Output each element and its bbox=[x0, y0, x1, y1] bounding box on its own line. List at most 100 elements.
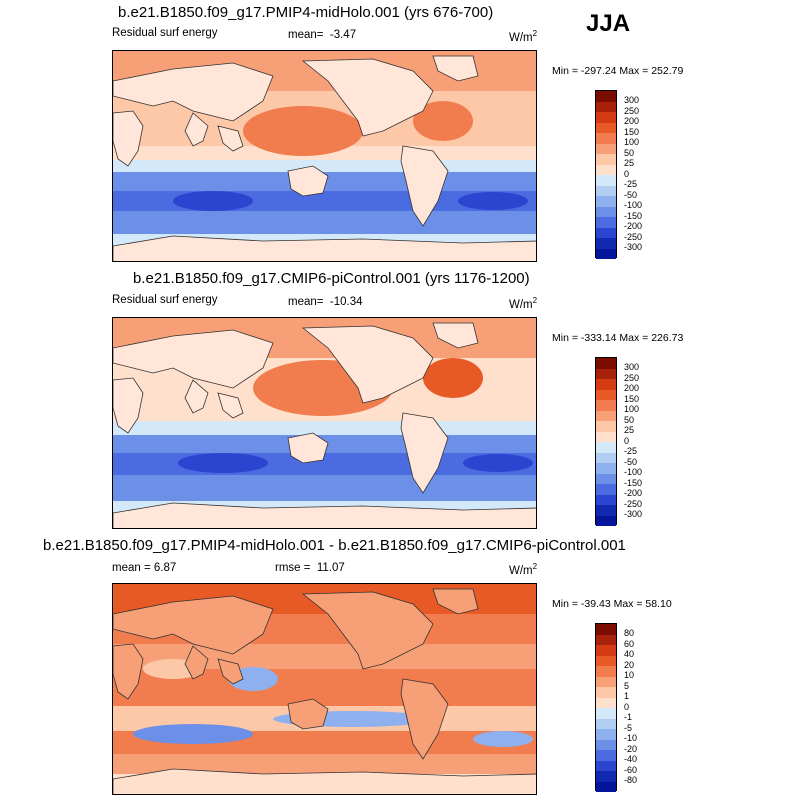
south-tropics-band bbox=[113, 160, 536, 172]
colorbar-box bbox=[596, 729, 616, 740]
colorbar-box bbox=[596, 781, 616, 792]
panel1-units: W/m2 bbox=[509, 29, 538, 44]
panel1-variable-label: Residual surf energy bbox=[112, 27, 218, 39]
colorbar-tick-label: -5 bbox=[624, 722, 633, 733]
panel3-units: W/m2 bbox=[509, 562, 538, 577]
colorbar-tick-label: 20 bbox=[624, 659, 635, 670]
north-pacific-patch bbox=[243, 106, 363, 156]
colorbar-box bbox=[596, 494, 616, 505]
colorbar-box bbox=[596, 463, 616, 474]
panel1-mean-label: mean= -3.47 bbox=[288, 29, 357, 41]
panel2-title: b.e21.B1850.f09_g17.CMIP6-piControl.001 … bbox=[133, 270, 530, 287]
colorbar-box bbox=[596, 122, 616, 133]
colorbar-box bbox=[596, 442, 616, 453]
panel2-minmax: Min = -333.14 Max = 226.73 bbox=[552, 332, 684, 344]
colorbar-box bbox=[596, 645, 616, 656]
colorbar-tick-label: 25 bbox=[624, 425, 635, 435]
colorbar-tick-label: 80 bbox=[624, 628, 635, 638]
colorbar-tick-label: -150 bbox=[624, 477, 643, 488]
panel2-map-svg bbox=[113, 318, 536, 528]
colorbar-tick-label: 200 bbox=[624, 383, 640, 393]
panel3-rmse-label: rmse = 11.07 bbox=[275, 562, 345, 574]
colorbar-tick-label: 300 bbox=[624, 95, 640, 105]
colorbar-box bbox=[596, 206, 616, 217]
colorbar-box bbox=[596, 410, 616, 421]
colorbar-box bbox=[596, 431, 616, 442]
colorbar-box bbox=[596, 666, 616, 677]
panel1-mean-value: -3.47 bbox=[329, 29, 357, 41]
colorbar-box bbox=[596, 484, 616, 495]
colorbar-box bbox=[596, 421, 616, 432]
continents bbox=[113, 322, 536, 528]
colorbar-tick-label: 150 bbox=[624, 126, 640, 137]
colorbar-tick-label: 1 bbox=[624, 691, 630, 701]
colorbar-box bbox=[596, 718, 616, 729]
panel1-minmax: Min = -297.24 Max = 252.79 bbox=[552, 65, 684, 77]
colorbar-tick-label: -25 bbox=[624, 179, 638, 189]
colorbar-tick-label: 25 bbox=[624, 158, 635, 168]
colorbar-box bbox=[596, 185, 616, 196]
colorbar-tick-label: 250 bbox=[624, 372, 640, 383]
colorbar-box bbox=[596, 400, 616, 411]
colorbar-tick-label: -100 bbox=[624, 200, 643, 210]
colorbar-box bbox=[596, 697, 616, 708]
colorbar-box bbox=[596, 771, 616, 782]
colorbar-tick-label: 50 bbox=[624, 414, 635, 425]
colorbar-box bbox=[596, 379, 616, 390]
south-tropics-band bbox=[113, 421, 536, 435]
colorbar-tick-label: -50 bbox=[624, 189, 638, 200]
colorbar-box bbox=[596, 248, 616, 259]
colorbar-tick-label: 100 bbox=[624, 404, 640, 414]
colorbar-box bbox=[596, 655, 616, 666]
panel2-mean-value: -10.34 bbox=[329, 296, 363, 308]
colorbar-box bbox=[596, 227, 616, 238]
panel2-mean-label: mean= -10.34 bbox=[288, 296, 363, 308]
colorbar-tick-label: 10 bbox=[624, 670, 635, 680]
colorbar-tick-label: 150 bbox=[624, 393, 640, 404]
colorbar-tick-label: -250 bbox=[624, 231, 643, 242]
colorbar-tick-label: 40 bbox=[624, 649, 635, 659]
colorbar-box bbox=[596, 112, 616, 123]
colorbar-box bbox=[596, 634, 616, 645]
panel3-mean-label: mean = 6.87 bbox=[112, 562, 177, 574]
colorbar-box bbox=[596, 452, 616, 463]
colorbar-tick-label: -1 bbox=[624, 712, 633, 722]
colorbar-tick-label: 300 bbox=[624, 362, 640, 372]
panel2-variable-label: Residual surf energy bbox=[112, 294, 218, 306]
colorbar-box bbox=[596, 133, 616, 144]
colorbar-tick-label: -25 bbox=[624, 446, 638, 456]
colorbar-box bbox=[596, 368, 616, 379]
colorbar-tick-label: -50 bbox=[624, 456, 638, 467]
indian-ocean-patch bbox=[173, 191, 253, 211]
panel3-map bbox=[112, 583, 537, 795]
panel2-colorbar bbox=[595, 357, 617, 526]
colorbar-box bbox=[596, 676, 616, 687]
colorbar-box bbox=[596, 708, 616, 719]
continents bbox=[113, 55, 536, 261]
panel3-title: b.e21.B1850.f09_g17.PMIP4-midHolo.001 - … bbox=[43, 537, 626, 554]
panel3-minmax: Min = -39.43 Max = 58.10 bbox=[552, 598, 672, 610]
south-atlantic-blue bbox=[473, 731, 533, 747]
colorbar-box bbox=[596, 196, 616, 207]
south-atlantic-patch bbox=[458, 192, 528, 210]
panel3-rmse-value: 11.07 bbox=[316, 562, 345, 574]
colorbar-box bbox=[596, 473, 616, 484]
season-label: JJA bbox=[586, 10, 631, 37]
panel1-map-svg bbox=[113, 51, 536, 261]
colorbar-tick-label: -150 bbox=[624, 210, 643, 221]
colorbar-tick-label: 5 bbox=[624, 680, 630, 691]
continents bbox=[113, 588, 536, 794]
colorbar-tick-label: 250 bbox=[624, 105, 640, 116]
colorbar-box bbox=[596, 760, 616, 771]
southern-indian-blue bbox=[133, 724, 253, 744]
colorbar-tick-label: -10 bbox=[624, 733, 638, 743]
panel1-title: b.e21.B1850.f09_g17.PMIP4-midHolo.001 (y… bbox=[118, 4, 494, 21]
colorbar-tick-label: -200 bbox=[624, 221, 643, 231]
colorbar-box bbox=[596, 91, 616, 102]
colorbar-box bbox=[596, 750, 616, 761]
colorbar-box bbox=[596, 175, 616, 186]
colorbar-box bbox=[596, 238, 616, 249]
colorbar-tick-label: 200 bbox=[624, 116, 640, 126]
colorbar-box bbox=[596, 164, 616, 175]
colorbar-tick-label: -40 bbox=[624, 754, 638, 764]
